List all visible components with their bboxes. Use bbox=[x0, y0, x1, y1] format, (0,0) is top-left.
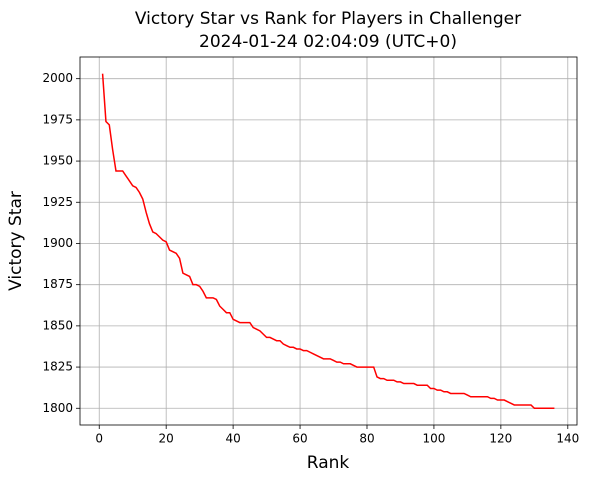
x-tick-label: 0 bbox=[95, 432, 103, 446]
y-tick-label: 1950 bbox=[42, 154, 73, 168]
x-tick-label: 80 bbox=[359, 432, 374, 446]
y-tick-label: 2000 bbox=[42, 71, 73, 85]
chart-subtitle: 2024-01-24 02:04:09 (UTC+0) bbox=[199, 32, 457, 52]
x-tick-label: 20 bbox=[159, 432, 174, 446]
x-tick-label: 60 bbox=[292, 432, 307, 446]
x-tick-label: 140 bbox=[556, 432, 579, 446]
y-tick-label: 1925 bbox=[42, 195, 73, 209]
plot-frame bbox=[79, 56, 578, 426]
y-tick-label: 1975 bbox=[42, 112, 73, 126]
x-tick-label: 120 bbox=[489, 432, 512, 446]
x-tick-label: 100 bbox=[422, 432, 445, 446]
y-tick-label: 1825 bbox=[42, 360, 73, 374]
x-axis-label: Rank bbox=[307, 453, 350, 473]
y-axis-label: Victory Star bbox=[6, 191, 26, 291]
y-tick-label: 1800 bbox=[42, 401, 73, 415]
y-tick-label: 1850 bbox=[42, 318, 73, 332]
chart-title: Victory Star vs Rank for Players in Chal… bbox=[135, 9, 521, 29]
x-tick-label: 40 bbox=[225, 432, 240, 446]
y-tick-label: 1875 bbox=[42, 277, 73, 291]
line-series bbox=[101, 73, 555, 410]
y-tick-label: 1900 bbox=[42, 236, 73, 250]
